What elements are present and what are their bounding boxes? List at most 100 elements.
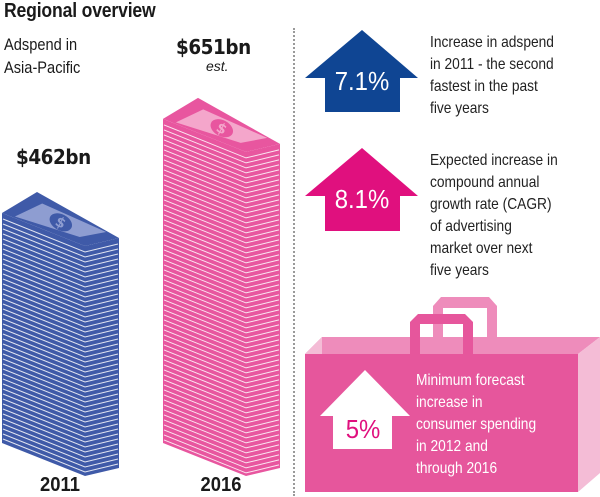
bill-edge [163,379,280,414]
fact-description-consumer: Minimum forecast increase in consumer sp… [416,370,536,480]
money-stack-2011: $ [2,192,119,476]
up-arrow-icon [305,30,418,112]
bill-edge [163,229,280,264]
bill-edge [2,353,119,388]
bill-edge [163,174,280,209]
bill-edge [163,404,280,439]
bill-edge [163,309,280,344]
year-label-2011: 2011 [40,474,80,496]
bill-edge [163,319,280,354]
bill-edge [2,218,119,253]
bill-edge [163,349,280,384]
bill-edge [163,264,280,299]
bill-edge [2,423,119,458]
bill-edge [2,418,119,453]
money-stacks: $ $ [0,0,292,496]
fact-value-cagr: 8.1% [334,184,390,214]
bill-edge [2,343,119,378]
bill-edge [163,294,280,329]
subtitle-line: Asia-Pacific [4,58,81,77]
desc-line: five years [430,262,489,279]
bill-edge [2,283,119,318]
bill-edge [2,248,119,283]
bill-edge [163,194,280,229]
desc-line: of advertising [430,218,512,235]
desc-line: Minimum forecast [416,372,525,389]
bill-edge [163,269,280,304]
desc-line: five years [430,100,489,117]
bill-edge [2,428,119,463]
desc-line: through 2016 [416,460,498,477]
bill-edge [2,438,119,473]
page-title: Regional overview [4,0,156,22]
bill-edge [163,429,280,464]
bill-edge [2,268,119,303]
bill-edge [163,289,280,324]
stacks-svg: $$ [2,97,280,476]
bill-edge [2,348,119,383]
bill-edge [163,189,280,224]
bill-edge [2,293,119,328]
desc-line: in 2011 - the second [430,56,554,73]
desc-line: market over next [430,240,533,257]
bill-edge [163,334,280,369]
bill-edge [2,273,119,308]
bill-edge [2,278,119,313]
bill-edge [163,204,280,239]
fact-description-adspend: Increase in adspend in 2011 - the second… [430,32,554,120]
bill-edge [163,254,280,289]
bill-edge [163,304,280,339]
dollar-emblem-icon [49,213,73,232]
bill-edge [163,274,280,309]
bill-edge [163,249,280,284]
bill-edge [163,424,280,459]
up-arrow-icon [305,148,418,231]
bill-edge [163,434,280,469]
bill-edge [163,139,280,174]
divider [293,28,295,496]
bill-edge [2,238,119,273]
bill-edge [2,228,119,263]
bill-edge [2,363,119,398]
bill-edge [2,308,119,343]
bill-edge [2,413,119,448]
bill-edge [2,323,119,358]
subtitle-line: Adspend in [4,35,78,54]
bill-edge [2,328,119,363]
bill-edge [163,154,280,189]
bill-edge [163,354,280,389]
bill-edge [163,149,280,184]
amount-2016: $651bn [176,35,251,59]
bill-edge [2,383,119,418]
bill-edge [163,134,280,169]
bill-edge [2,243,119,278]
year-label-2016: 2016 [200,474,242,496]
bill-edge [2,433,119,468]
fact-value-consumer: 5% [345,414,381,444]
desc-line: compound annual [430,174,540,191]
bill-edge [2,358,119,393]
bill-edge [163,214,280,249]
bill-edge [163,224,280,259]
bill-edge [163,284,280,319]
subtitle: Adspend in Asia-Pacific [4,33,80,79]
bill-edge [163,164,280,199]
bill-edge [163,344,280,379]
bill-edge [163,359,280,394]
bill-edge [163,324,280,359]
bill-edge [163,219,280,254]
bill-edge [163,159,280,194]
bill-edge [2,398,119,433]
fact-value-adspend: 7.1% [334,66,390,96]
desc-line: Expected increase in [430,152,558,169]
amount-2011: $462bn [16,145,91,169]
bill-edge [163,384,280,419]
bill-edge [2,313,119,348]
desc-line: growth rate (CAGR) [430,196,552,213]
bill-edge [163,199,280,234]
bill-edge [163,414,280,449]
bill-edge [2,373,119,408]
bill-edge [163,234,280,269]
